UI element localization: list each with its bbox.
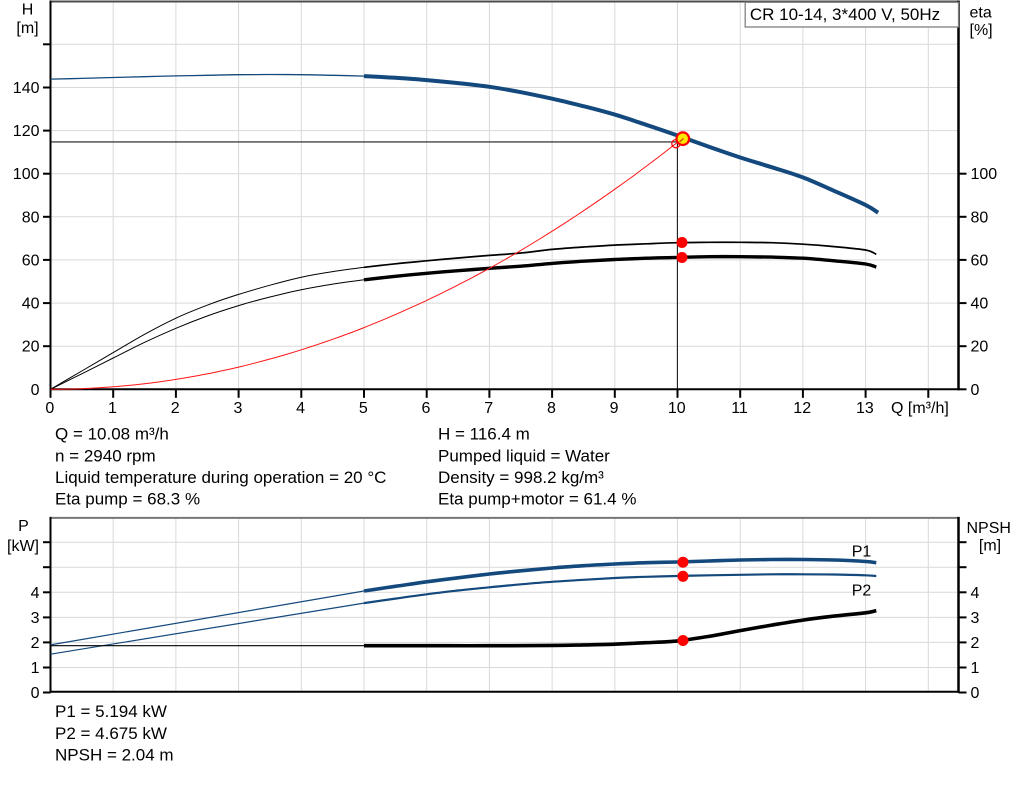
svg-text:11: 11 [731,400,748,417]
svg-text:NPSH: NPSH [967,520,1011,537]
svg-text:eta: eta [970,5,992,22]
svg-text:0: 0 [31,685,40,702]
svg-text:0: 0 [971,382,980,399]
svg-text:P1 = 5.194 kW: P1 = 5.194 kW [55,702,167,721]
svg-text:n = 2940 rpm: n = 2940 rpm [55,446,156,465]
svg-text:[m]: [m] [979,538,1001,555]
svg-text:Eta pump+motor = 61.4 %: Eta pump+motor = 61.4 % [438,490,636,509]
svg-text:P1: P1 [852,543,872,560]
svg-text:0: 0 [31,382,40,399]
svg-text:P: P [18,518,29,535]
svg-text:Eta pump = 68.3 %: Eta pump = 68.3 % [55,490,200,509]
svg-text:1: 1 [31,660,40,677]
svg-text:60: 60 [22,252,40,269]
svg-text:9: 9 [610,400,619,417]
svg-text:Density = 998.2 kg/m³: Density = 998.2 kg/m³ [438,468,604,487]
svg-text:20: 20 [22,339,40,356]
svg-text:4: 4 [971,585,980,602]
svg-text:4: 4 [296,400,305,417]
svg-text:H: H [22,2,34,19]
svg-text:Liquid temperature during oper: Liquid temperature during operation = 20… [55,468,386,487]
svg-text:5: 5 [359,400,368,417]
svg-text:80: 80 [22,209,40,226]
svg-text:P2 = 4.675 kW: P2 = 4.675 kW [55,724,167,743]
svg-text:2: 2 [171,400,180,417]
svg-text:2: 2 [31,635,40,652]
svg-text:3: 3 [31,610,40,627]
svg-text:Pumped liquid = Water: Pumped liquid = Water [438,446,610,465]
svg-text:60: 60 [971,252,989,269]
svg-text:H = 116.4 m: H = 116.4 m [438,425,530,444]
svg-text:100: 100 [13,166,40,183]
svg-text:13: 13 [856,400,874,417]
svg-text:10: 10 [668,400,686,417]
svg-text:3: 3 [971,610,980,627]
svg-text:6: 6 [422,400,431,417]
svg-text:20: 20 [971,339,989,356]
svg-text:40: 40 [22,296,40,313]
svg-text:Q = 10.08 m³/h: Q = 10.08 m³/h [55,425,169,444]
svg-text:[kW]: [kW] [7,538,39,555]
svg-text:Q [m³/h]: Q [m³/h] [891,400,949,417]
svg-text:12: 12 [793,400,811,417]
svg-text:2: 2 [971,635,980,652]
svg-text:100: 100 [971,166,998,183]
svg-text:P2: P2 [852,583,872,600]
svg-text:[m]: [m] [16,20,38,37]
svg-text:8: 8 [547,400,556,417]
svg-text:140: 140 [13,80,40,97]
svg-text:80: 80 [971,209,989,226]
svg-text:0: 0 [971,685,980,702]
svg-text:CR 10-14, 3*400 V, 50Hz: CR 10-14, 3*400 V, 50Hz [750,5,940,24]
svg-text:3: 3 [233,400,242,417]
svg-text:NPSH = 2.04 m: NPSH = 2.04 m [55,746,174,765]
svg-text:1: 1 [971,660,980,677]
svg-text:4: 4 [31,585,40,602]
svg-text:40: 40 [971,296,989,313]
svg-text:120: 120 [13,123,40,140]
svg-text:7: 7 [484,400,493,417]
svg-text:0: 0 [45,400,54,417]
svg-text:[%]: [%] [970,22,993,39]
svg-text:1: 1 [108,400,117,417]
